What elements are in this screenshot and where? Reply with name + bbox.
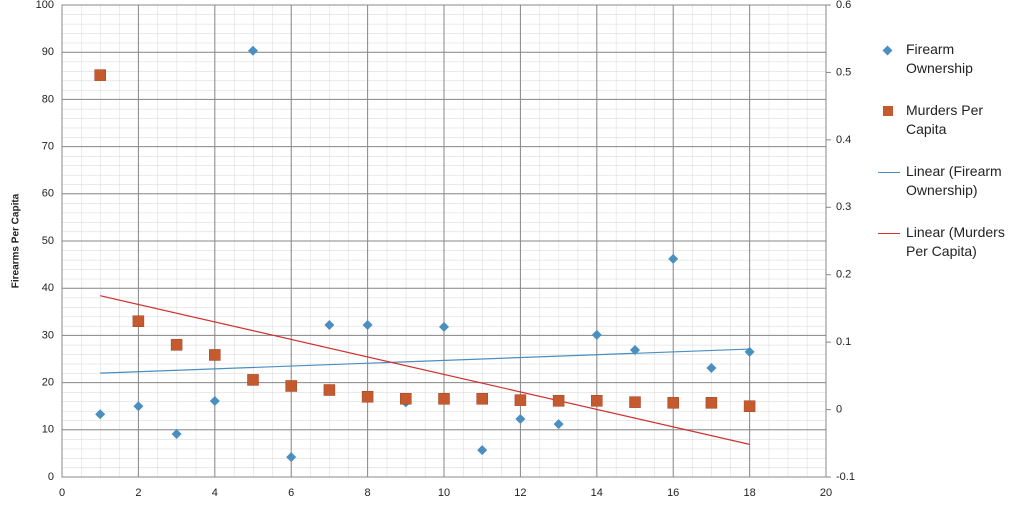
legend-item: Firearm Ownership: [878, 40, 1018, 78]
x-tick-label: 4: [212, 487, 218, 499]
x-tick-label: 8: [365, 487, 371, 499]
y2-tick-label: 0.5: [836, 66, 851, 78]
y-tick-label: 100: [36, 0, 54, 11]
y-tick-label: 0: [48, 471, 54, 483]
y2-tick-label: 0.1: [836, 336, 851, 348]
point: [248, 45, 258, 56]
point: [95, 409, 106, 420]
point: [209, 349, 221, 361]
x-tick-label: 12: [514, 487, 526, 499]
point: [629, 396, 641, 408]
x-tick-label: 6: [288, 487, 294, 499]
legend-label: Murders Per Capita: [906, 102, 984, 137]
y-tick-label: 70: [42, 141, 54, 153]
x-tick-label: 10: [438, 487, 450, 499]
x-tick-label: 20: [820, 487, 832, 499]
legend-label: Linear (Firearm Ownership): [906, 163, 1002, 198]
legend-item: Linear (Murders Per Capita): [878, 223, 1018, 261]
point: [743, 400, 756, 412]
point: [744, 346, 755, 357]
point: [247, 374, 259, 386]
legend-symbol: [882, 45, 893, 56]
point: [170, 339, 183, 351]
y2-tick-label: -0.1: [836, 471, 855, 483]
y-tick-label: 30: [42, 329, 54, 341]
point: [706, 362, 717, 373]
trendline: [100, 295, 750, 445]
point: [438, 393, 450, 405]
legend-symbol: [883, 106, 893, 116]
point: [285, 380, 297, 392]
y2-tick-label: 0.4: [836, 134, 851, 146]
point: [553, 419, 564, 430]
legend-label: Firearm Ownership: [906, 41, 973, 76]
point: [209, 396, 220, 407]
point: [400, 393, 412, 405]
x-tick-label: 18: [743, 487, 755, 499]
point: [591, 395, 603, 407]
point: [132, 315, 145, 327]
y-axis-label: Firearms Per Capita: [11, 193, 22, 288]
point: [362, 320, 373, 331]
y-tick-label: 60: [42, 188, 54, 200]
y-tick-label: 20: [42, 377, 54, 389]
point: [439, 321, 449, 332]
point: [361, 391, 374, 403]
point: [514, 394, 527, 406]
point: [668, 253, 679, 264]
point: [477, 445, 488, 456]
legend-label: Linear (Murders Per Capita): [906, 224, 1005, 259]
y-tick-label: 80: [42, 93, 54, 105]
point: [323, 384, 336, 396]
point: [94, 69, 106, 81]
y2-tick-label: 0: [836, 403, 842, 415]
point: [591, 329, 602, 340]
point: [705, 397, 718, 409]
legend-symbol: [878, 172, 900, 173]
point: [324, 320, 335, 331]
point: [171, 429, 182, 440]
legend-item: Murders Per Capita: [878, 101, 1018, 139]
y2-tick-label: 0.3: [836, 201, 851, 213]
x-tick-label: 16: [667, 487, 679, 499]
point: [667, 397, 679, 409]
point: [552, 395, 565, 407]
y2-tick-label: 0.2: [836, 269, 851, 281]
point: [515, 413, 526, 424]
point: [630, 345, 640, 356]
y-tick-label: 40: [42, 282, 54, 294]
y-tick-label: 90: [42, 46, 54, 58]
point: [476, 393, 488, 405]
legend: Firearm Ownership Murders Per Capita Linea…: [878, 40, 1018, 284]
x-tick-label: 14: [591, 487, 603, 499]
legend-item: Linear (Firearm Ownership): [878, 162, 1018, 200]
legend-symbol: [878, 233, 900, 234]
y-tick-label: 10: [42, 424, 54, 436]
x-tick-label: 0: [59, 487, 65, 499]
y-tick-label: 50: [42, 235, 54, 247]
y2-tick-label: 0.6: [836, 0, 851, 11]
point: [133, 401, 144, 412]
trendline: [100, 348, 750, 374]
x-tick-label: 2: [135, 487, 141, 499]
point: [286, 452, 297, 463]
